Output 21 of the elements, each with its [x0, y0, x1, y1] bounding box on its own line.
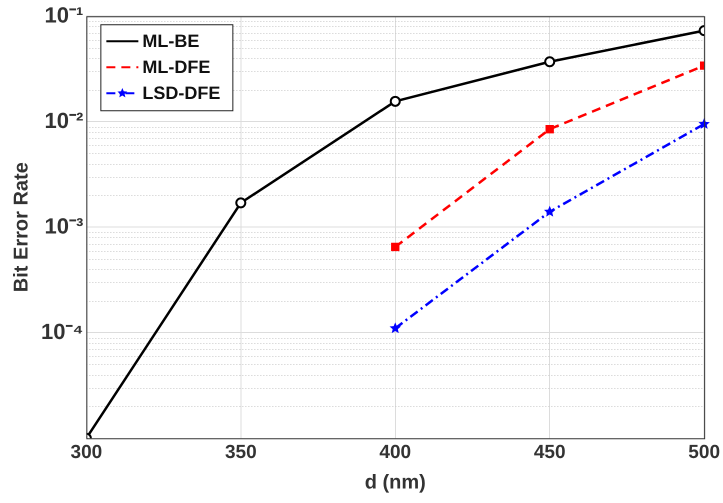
x-axis-title: d (nm): [364, 472, 426, 494]
x-tick-label: 500: [688, 442, 720, 463]
point: [391, 242, 400, 252]
point: [390, 322, 401, 334]
point: [390, 96, 401, 107]
x-tick-label: 450: [534, 442, 566, 463]
x-tick-label: 300: [70, 442, 102, 463]
y-axis-title: Bit Error Rate: [10, 162, 33, 292]
y-tick-label: 10⁻¹: [44, 2, 84, 28]
point: [546, 124, 554, 134]
point: [544, 56, 556, 68]
y-tick-label: 10⁻⁴: [40, 318, 84, 344]
legend-label: LSD-DFE: [142, 83, 220, 104]
x-tick-label: 350: [224, 442, 257, 463]
legend-label: ML-BE: [142, 31, 200, 52]
y-tick-label: 10⁻³: [44, 213, 84, 238]
y-tick-label: 10⁻²: [44, 108, 84, 133]
point: [235, 197, 246, 208]
legend-label: ML-DFE: [142, 57, 210, 78]
point: [544, 206, 556, 217]
x-tick-label: 400: [379, 442, 412, 463]
